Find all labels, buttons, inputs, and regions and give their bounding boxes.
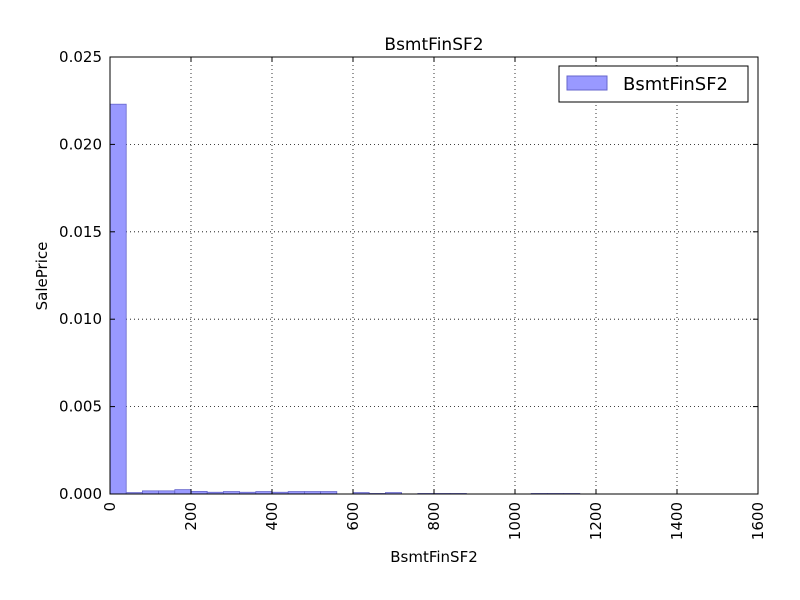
y-tick-label: 0.025 — [59, 48, 102, 66]
x-tick-label: 800 — [425, 502, 443, 531]
y-tick-label: 0.015 — [59, 223, 102, 241]
grid-lines — [109, 56, 759, 495]
y-tick-label: 0.020 — [59, 135, 102, 153]
chart-title: BsmtFinSF2 — [384, 35, 483, 55]
x-tick-label: 1000 — [506, 502, 524, 540]
x-tick-label: 1200 — [587, 502, 605, 540]
y-tick-label: 0.010 — [59, 310, 102, 328]
y-tick-label: 0.000 — [59, 485, 102, 503]
legend-swatch — [566, 75, 608, 91]
y-axis-label: SalePrice — [33, 242, 51, 311]
y-tick-label: 0.005 — [59, 398, 102, 416]
x-tick-label: 200 — [182, 502, 200, 531]
histogram-bar — [174, 489, 192, 495]
x-tick-label: 1600 — [749, 502, 767, 540]
x-tick-label: 400 — [263, 502, 281, 531]
histogram-bar — [109, 103, 127, 495]
axis-ticks: 0 200 400 600 800 1000 1200 1400 1600 0.000 0.005 0… — [59, 48, 767, 540]
x-tick-label: 600 — [344, 502, 362, 531]
legend: BsmtFinSF2 — [558, 65, 749, 103]
x-axis-label: BsmtFinSF2 — [390, 548, 478, 566]
legend-label: BsmtFinSF2 — [623, 74, 728, 95]
x-tick-label: 0 — [101, 502, 119, 512]
x-tick-label: 1400 — [668, 502, 686, 540]
